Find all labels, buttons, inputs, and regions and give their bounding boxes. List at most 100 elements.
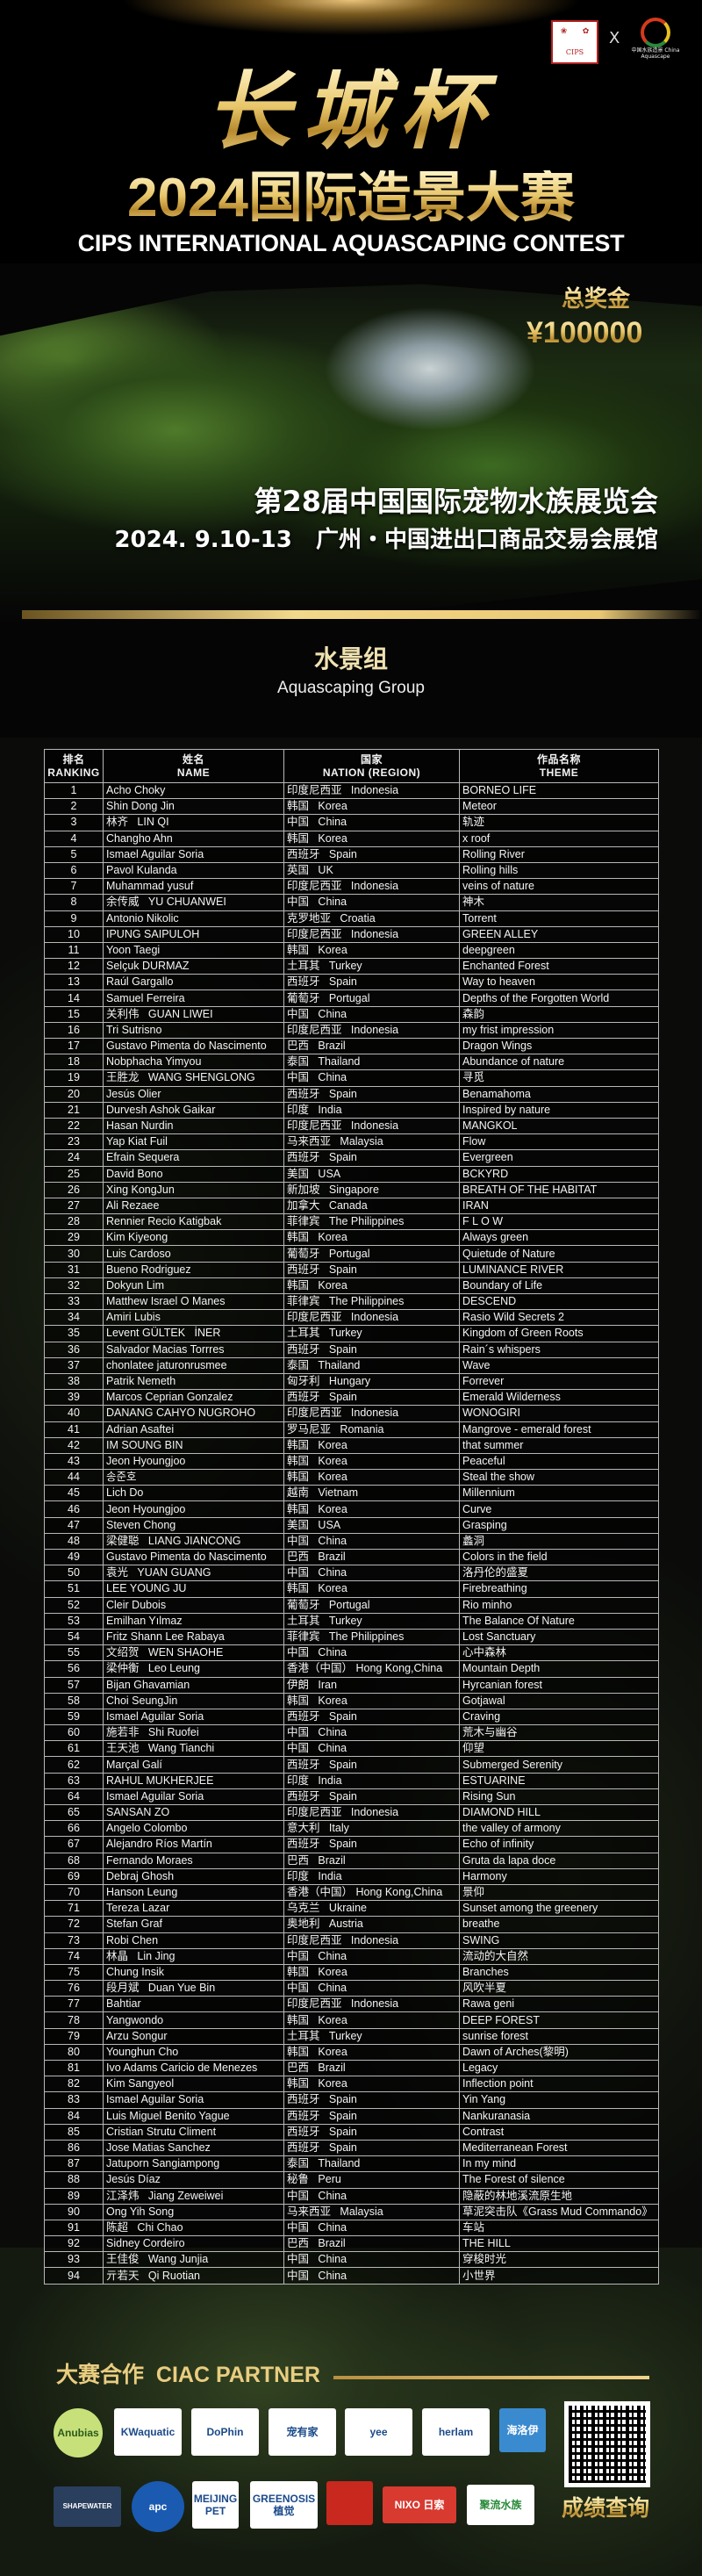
theme-cell: Quietude of Nature — [459, 1245, 659, 1263]
theme-cell: deepgreen — [459, 941, 659, 960]
table-body: 1 Acho Choky 印度尼西亚 Indonesia BORNEO LIFE 2 Sh… — [44, 781, 659, 2285]
table-row: 79 Arzu Songur 土耳其 Turkey sunrise forest — [44, 2027, 659, 2045]
name-cell: Marcos Ceprian Gonzalez — [103, 1389, 284, 1407]
column-header-en: NAME — [176, 766, 211, 779]
table-row: 50 袁光 YUAN GUANG 中国 China 洛丹伦的盛夏 — [44, 1565, 659, 1582]
prize-value: ¥100000 — [526, 316, 643, 349]
prize-label: 总奖金 — [562, 286, 631, 313]
theme-cell: Steal the show — [459, 1469, 659, 1486]
theme-cell: Kingdom of Green Roots — [459, 1325, 659, 1342]
nation-cell: 印度尼西亚 Indonesia — [283, 1405, 460, 1422]
name-cell: Durvesh Ashok Gaikar — [103, 1101, 284, 1119]
name-cell: 林齐 LIN QI — [103, 814, 284, 831]
rank-cell: 65 — [44, 1803, 104, 1822]
name-cell: Cleir Dubois — [103, 1596, 284, 1614]
nation-cell: 韩国 Korea — [283, 798, 460, 816]
nation-cell: 香港（中国） Hong Kong,China — [283, 1883, 460, 1902]
table-row: 32 Dokyun Lim 韩国 Korea Boundary of Life — [44, 1277, 659, 1295]
rank-cell: 79 — [44, 2027, 104, 2045]
name-cell: Dokyun Lim — [103, 1277, 284, 1295]
rank-cell: 57 — [44, 1676, 104, 1694]
table-row: 21 Durvesh Ashok Gaikar 印度 India Inspired b… — [44, 1101, 659, 1119]
nation-cell: 韩国 Korea — [283, 1436, 460, 1454]
theme-cell: my frist impression — [459, 1021, 659, 1040]
table-row: 39 Marcos Ceprian Gonzalez 西班牙 Spain Emeral… — [44, 1389, 659, 1407]
theme-cell: BREATH OF THE HABITAT — [459, 1181, 659, 1198]
theme-cell: Emerald Wilderness — [459, 1389, 659, 1407]
nation-cell: 菲律宾 The Philippines — [283, 1628, 460, 1646]
nation-cell: 韩国 Korea — [283, 1692, 460, 1709]
theme-cell: Mangrove - emerald forest — [459, 1421, 659, 1438]
theme-cell: Peaceful — [459, 1452, 659, 1471]
nation-cell: 韩国 Korea — [283, 1580, 460, 1598]
nation-cell: 泰国 Thailand — [283, 2155, 460, 2173]
name-cell: Jesús Olier — [103, 1085, 284, 1103]
column-header-en: NATION (REGION) — [322, 766, 421, 779]
name-cell: Jeon Hyoungjoo — [103, 1452, 284, 1471]
name-cell: Selçuk DURMAZ — [103, 958, 284, 975]
nation-cell: 印度尼西亚 Indonesia — [283, 1117, 460, 1135]
theme-cell: Yin Yang — [459, 2091, 659, 2109]
rank-cell: 68 — [44, 1852, 104, 1869]
table-row: 4 Changho Ahn 韩国 Korea x roof — [44, 830, 659, 847]
theme-cell: Abundance of nature — [459, 1054, 659, 1071]
partner-divider — [333, 2376, 649, 2379]
name-cell: Efrain Sequera — [103, 1149, 284, 1167]
rank-cell: 63 — [44, 1772, 104, 1789]
nation-cell: 乌克兰 Ukraine — [283, 1900, 460, 1918]
name-cell: Ismael Aguilar Soria — [103, 1788, 284, 1806]
column-header: 国家 NATION (REGION) — [283, 749, 460, 783]
name-cell: Tereza Lazar — [103, 1900, 284, 1918]
theme-cell: Nankuranasia — [459, 2107, 659, 2125]
nation-cell: 中国 China — [283, 2251, 460, 2269]
table-row: 55 文绍贺 WEN SHAOHE 中国 China 心中森林 — [44, 1644, 659, 1662]
name-cell: Steven Chong — [103, 1516, 284, 1534]
table-row: 27 Ali Rezaee 加拿大 Canada IRAN — [44, 1197, 659, 1215]
name-cell: Ong Yih Song — [103, 2203, 284, 2220]
name-cell: Amiri Lubis — [103, 1309, 284, 1327]
rank-cell: 34 — [44, 1309, 104, 1327]
table-row: 11 Yoon Taegi 韩国 Korea deepgreen — [44, 941, 659, 960]
table-row: 59 Ismael Aguilar Soria 西班牙 Spain Craving — [44, 1708, 659, 1726]
theme-cell: Dragon Wings — [459, 1037, 659, 1055]
table-row: 44 송준호 韩国 Korea Steal the show — [44, 1469, 659, 1486]
table-row: 71 Tereza Lazar 乌克兰 Ukraine Sunset among th… — [44, 1900, 659, 1918]
theme-cell: Gotjawal — [459, 1692, 659, 1709]
nation-cell: 中国 China — [283, 2267, 460, 2285]
nation-cell: 印度尼西亚 Indonesia — [283, 781, 460, 800]
nation-cell: 印度尼西亚 Indonesia — [283, 925, 460, 943]
name-cell: DANANG CAHYO NUGROHO — [103, 1405, 284, 1422]
name-cell: Arzu Songur — [103, 2027, 284, 2045]
nation-cell: 西班牙 Spain — [283, 1341, 460, 1358]
rank-cell: 86 — [44, 2139, 104, 2157]
nation-cell: 韩国 Korea — [283, 2043, 460, 2062]
nation-cell: 印度尼西亚 Indonesia — [283, 1932, 460, 1949]
qr-code[interactable] — [564, 2401, 650, 2487]
name-cell: Stefan Graf — [103, 1916, 284, 1933]
nation-cell: 韩国 Korea — [283, 1500, 460, 1518]
table-row: 41 Adrian Asaftei 罗马尼亚 Romania Mangrove - e… — [44, 1421, 659, 1438]
rank-cell: 29 — [44, 1229, 104, 1247]
theme-cell: Way to heaven — [459, 974, 659, 991]
nation-cell: 巴西 Brazil — [283, 2235, 460, 2253]
table-row: 64 Ismael Aguilar Soria 西班牙 Spain Rising Su… — [44, 1788, 659, 1806]
theme-cell: ESTUARINE — [459, 1772, 659, 1789]
table-row: 28 Rennier Recio Katigbak 菲律宾 The Philippi… — [44, 1213, 659, 1231]
nation-cell: 中国 China — [283, 2187, 460, 2205]
partner-logo: 海洛伊 — [499, 2408, 546, 2452]
nation-cell: 西班牙 Spain — [283, 2123, 460, 2141]
nation-cell: 印度尼西亚 Indonesia — [283, 1803, 460, 1822]
nation-cell: 印度尼西亚 Indonesia — [283, 1996, 460, 2013]
name-cell: 梁仲衡 Leo Leung — [103, 1660, 284, 1678]
nation-cell: 马来西亚 Malaysia — [283, 1133, 460, 1151]
column-header-cn: 国家 — [360, 752, 383, 766]
rank-cell: 52 — [44, 1596, 104, 1614]
table-row: 35 Levent GÜLTEK İNER 土耳其 Turkey Kingdom of… — [44, 1325, 659, 1342]
table-row: 53 Emilhan Yılmaz 土耳其 Turkey The Balance Of… — [44, 1612, 659, 1630]
nation-cell: 意大利 Italy — [283, 1820, 460, 1838]
name-cell: 王胜龙 WANG SHENGLONG — [103, 1069, 284, 1087]
table-row: 38 Patrik Nemeth 匈牙利 Hungary Forrever — [44, 1372, 659, 1391]
theme-cell: Boundary of Life — [459, 1277, 659, 1295]
nation-cell: 匈牙利 Hungary — [283, 1372, 460, 1391]
table-row: 1 Acho Choky 印度尼西亚 Indonesia BORNEO LIFE — [44, 781, 659, 800]
